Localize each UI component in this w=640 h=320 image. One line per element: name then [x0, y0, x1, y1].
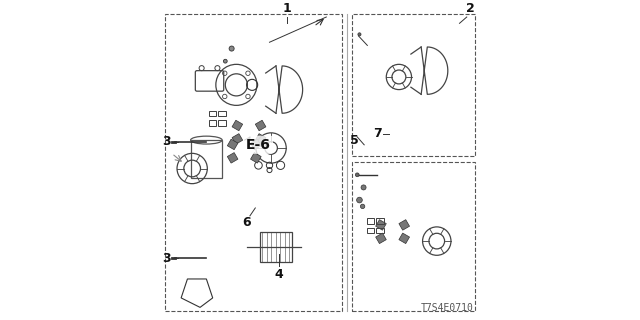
Text: 6: 6	[243, 216, 251, 229]
Polygon shape	[227, 153, 238, 163]
Circle shape	[361, 185, 366, 190]
Circle shape	[229, 46, 234, 51]
Text: E-6: E-6	[246, 138, 271, 152]
Bar	[351, 162, 475, 310]
Text: T7S4E0710: T7S4E0710	[421, 303, 474, 313]
Text: 4: 4	[275, 268, 284, 281]
Bar	[367, 228, 374, 233]
Polygon shape	[399, 220, 410, 230]
Bar	[376, 218, 384, 224]
Text: 7: 7	[372, 127, 381, 140]
Polygon shape	[255, 120, 266, 131]
Bar	[367, 218, 374, 224]
Bar	[209, 120, 216, 126]
Polygon shape	[232, 120, 243, 131]
Polygon shape	[399, 233, 410, 244]
Bar	[165, 14, 342, 310]
Text: 5: 5	[350, 134, 359, 147]
Text: 1: 1	[282, 3, 291, 15]
Polygon shape	[376, 233, 387, 244]
Text: 3: 3	[163, 252, 171, 265]
Polygon shape	[232, 134, 243, 144]
Bar	[218, 111, 226, 116]
Circle shape	[358, 33, 361, 36]
Polygon shape	[227, 139, 238, 150]
Polygon shape	[376, 220, 387, 230]
Bar	[218, 120, 226, 126]
Bar	[351, 14, 475, 156]
Polygon shape	[250, 139, 261, 150]
Bar	[191, 140, 222, 178]
Circle shape	[355, 173, 359, 177]
Circle shape	[356, 197, 362, 203]
Text: 3: 3	[163, 135, 171, 148]
Text: E-6: E-6	[246, 138, 271, 152]
Polygon shape	[250, 153, 261, 163]
Polygon shape	[255, 134, 266, 144]
Text: 2: 2	[465, 3, 474, 15]
Bar	[376, 228, 384, 233]
Circle shape	[360, 204, 365, 209]
Bar	[260, 232, 292, 262]
Circle shape	[223, 59, 227, 63]
Bar	[209, 111, 216, 116]
